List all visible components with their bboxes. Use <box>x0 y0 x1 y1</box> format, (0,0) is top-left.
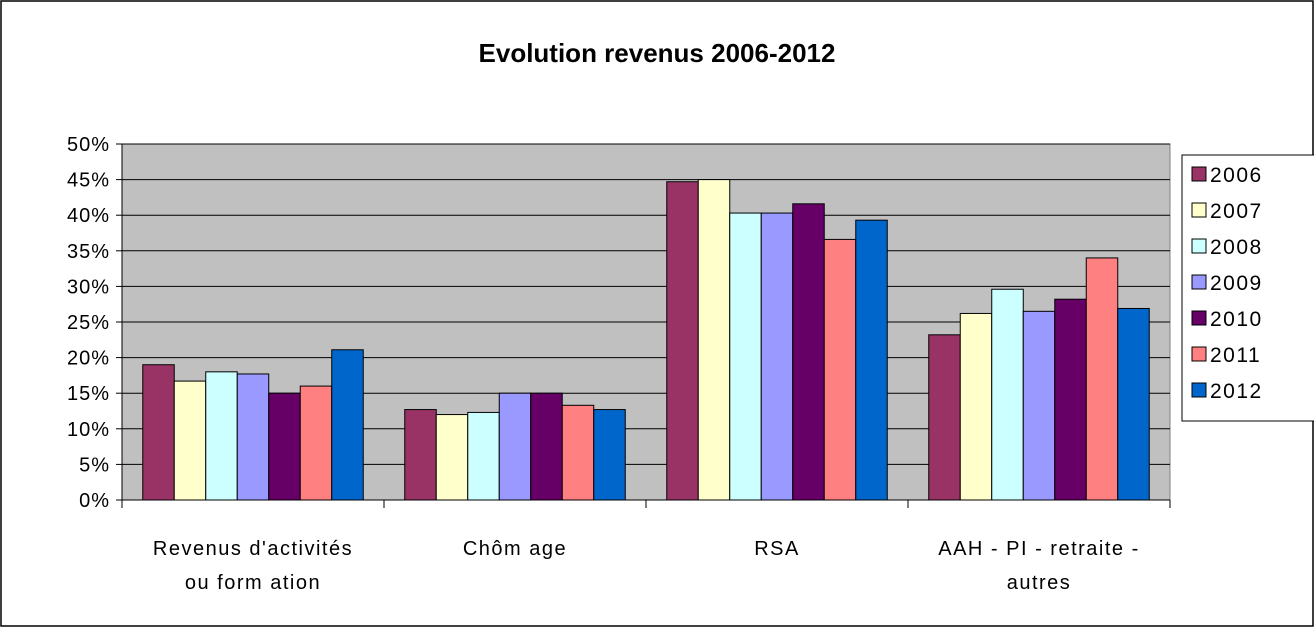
bar-2009 <box>236 373 270 501</box>
legend-swatch-2011 <box>1191 346 1207 362</box>
legend-label-2006: 2006 <box>1210 164 1263 187</box>
bar-2008 <box>467 411 500 501</box>
bar-2010 <box>530 392 563 501</box>
category-label: ou form ation <box>185 572 321 594</box>
category-label: Chôm age <box>463 538 567 560</box>
y-tick-label: 15% <box>67 383 110 405</box>
category-label: RSA <box>754 538 800 560</box>
category-label: Revenus d'activités <box>153 538 353 560</box>
bars <box>142 179 1150 501</box>
legend-label-2008: 2008 <box>1210 236 1263 259</box>
y-tick-label: 25% <box>67 312 110 334</box>
legend-label-2010: 2010 <box>1210 308 1263 331</box>
axes <box>116 143 1171 508</box>
bar-2006 <box>142 364 175 501</box>
bar-2012 <box>855 219 888 501</box>
bar-2010 <box>268 392 301 501</box>
bar-2008 <box>205 371 238 501</box>
chart-title: Evolution revenus 2006-2012 <box>479 38 836 68</box>
bar-2011 <box>823 238 857 501</box>
legend-swatch-2010 <box>1191 310 1207 326</box>
legend-label-2012: 2012 <box>1210 380 1263 403</box>
bar-2009 <box>498 392 532 501</box>
bar-2008 <box>729 212 762 501</box>
bar-2007 <box>435 414 469 501</box>
bar-2009 <box>1022 310 1056 501</box>
bar-2010 <box>792 203 825 501</box>
bar-2006 <box>404 409 437 501</box>
y-tick-labels: 0% 5% 10% 15% 20% 25% 30% 35% 40% 45% 50% <box>67 134 110 512</box>
bar-2010 <box>1054 298 1087 501</box>
category-labels: Revenus d'activités ou form ation Chôm age… <box>153 538 1140 594</box>
bar-2011 <box>561 404 595 501</box>
category-label: AAH - PI - retraite - <box>938 538 1140 560</box>
y-tick-label: 10% <box>67 419 110 441</box>
y-tick-label: 50% <box>67 134 110 156</box>
legend-label-2011: 2011 <box>1210 344 1261 367</box>
bar-2008 <box>991 288 1024 501</box>
bar-2007 <box>959 312 993 501</box>
y-tick-label: 45% <box>67 170 110 192</box>
y-tick-label: 0% <box>79 490 110 512</box>
bar-2007 <box>697 179 731 501</box>
y-tick-label: 35% <box>67 241 110 263</box>
category-label: autres <box>1007 572 1072 594</box>
legend: 2006 2007 2008 2009 2010 2011 2012 <box>1181 154 1314 422</box>
bar-2006 <box>928 334 961 501</box>
legend-label-2007: 2007 <box>1210 200 1263 223</box>
y-tick-label: 20% <box>67 348 110 370</box>
y-tick-label: 5% <box>79 454 110 476</box>
y-tick-label: 30% <box>67 276 110 298</box>
legend-label-2009: 2009 <box>1210 272 1263 295</box>
legend-swatch-2008 <box>1191 238 1207 254</box>
legend-swatch-2007 <box>1191 202 1207 218</box>
bar-2009 <box>760 212 794 501</box>
bar-2006 <box>666 181 699 501</box>
bar-2011 <box>1085 257 1119 501</box>
bar-2007 <box>173 380 207 501</box>
y-tick-label: 40% <box>67 205 110 227</box>
bar-2012 <box>331 349 364 501</box>
legend-swatch-2006 <box>1191 166 1207 182</box>
legend-swatch-2009 <box>1191 274 1207 290</box>
bar-2011 <box>299 385 333 501</box>
bar-2012 <box>1117 307 1150 501</box>
legend-swatch-2012 <box>1191 382 1207 398</box>
bar-2012 <box>593 409 626 501</box>
